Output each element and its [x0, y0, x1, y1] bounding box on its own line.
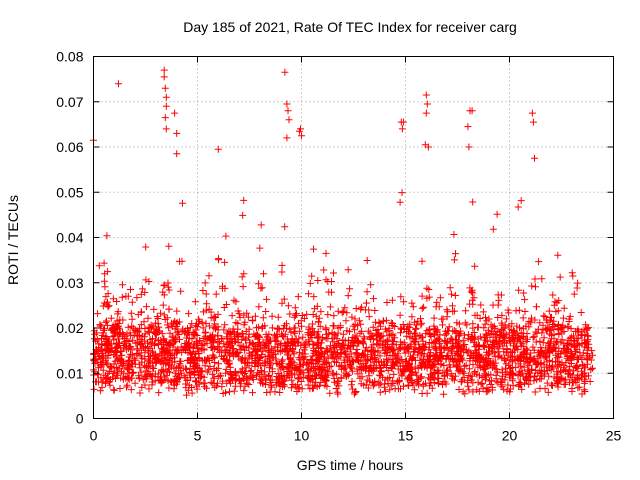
- scatter-point: [422, 109, 430, 117]
- scatter-point: [160, 73, 168, 81]
- scatter-point: [422, 91, 430, 99]
- scatter-point: [162, 93, 170, 101]
- scatter-points-bulk: [90, 189, 597, 399]
- scatter-point: [162, 102, 170, 110]
- scatter-point: [161, 84, 169, 92]
- scatter-point: [424, 143, 432, 151]
- y-axis-label: ROTI / TECUs: [5, 195, 21, 285]
- y-tick-label: 0.06: [56, 139, 83, 155]
- x-tick-label: 5: [194, 428, 202, 444]
- scatter-point: [284, 107, 292, 115]
- scatter-point: [171, 109, 179, 117]
- y-tick-label: 0.01: [56, 365, 83, 381]
- x-tick-label: 15: [398, 428, 414, 444]
- scatter-point: [465, 143, 473, 151]
- scatter-point: [160, 66, 168, 74]
- scatter-point: [281, 68, 289, 76]
- scatter-point: [173, 129, 181, 137]
- scatter-point: [162, 125, 170, 133]
- scatter-point: [423, 100, 431, 108]
- x-tick-label: 20: [502, 428, 518, 444]
- scatter-point: [297, 125, 304, 133]
- scatter-point: [528, 109, 536, 117]
- scatter-point: [399, 118, 407, 126]
- scatter-point: [115, 80, 122, 88]
- tick-labels: 0 0.01 0.02 0.03 0.04 0.05 0.06 0.07 0.08 0 5 10 15 2…: [56, 49, 621, 444]
- scatter-point: [298, 132, 305, 140]
- scatter-point: [283, 134, 291, 142]
- scatter-point: [529, 118, 537, 126]
- x-tick-label: 25: [606, 428, 622, 444]
- y-tick-label: 0: [76, 411, 84, 427]
- chart-title: Day 185 of 2021, Rate Of TEC Index for r…: [183, 19, 517, 35]
- scatter-point: [214, 145, 222, 153]
- scatter-point: [173, 150, 181, 158]
- scatter-point: [161, 114, 169, 122]
- x-axis-label: GPS time / hours: [297, 457, 404, 473]
- scatter-point: [464, 123, 472, 131]
- y-tick-label: 0.08: [56, 49, 83, 65]
- data-points: [90, 66, 597, 399]
- y-tick-label: 0.05: [56, 184, 83, 200]
- scatter-point: [398, 125, 406, 133]
- y-tick-label: 0.04: [56, 230, 83, 246]
- scatter-point: [468, 107, 476, 115]
- scatter-point: [283, 100, 291, 108]
- y-tick-label: 0.03: [56, 275, 83, 291]
- y-tick-label: 0.02: [56, 320, 83, 336]
- x-tick-label: 0: [90, 428, 98, 444]
- y-tick-label: 0.07: [56, 94, 83, 110]
- scatter-point: [285, 116, 293, 124]
- x-tick-label: 10: [294, 428, 310, 444]
- scatter-point: [531, 154, 538, 162]
- axes: [93, 56, 614, 419]
